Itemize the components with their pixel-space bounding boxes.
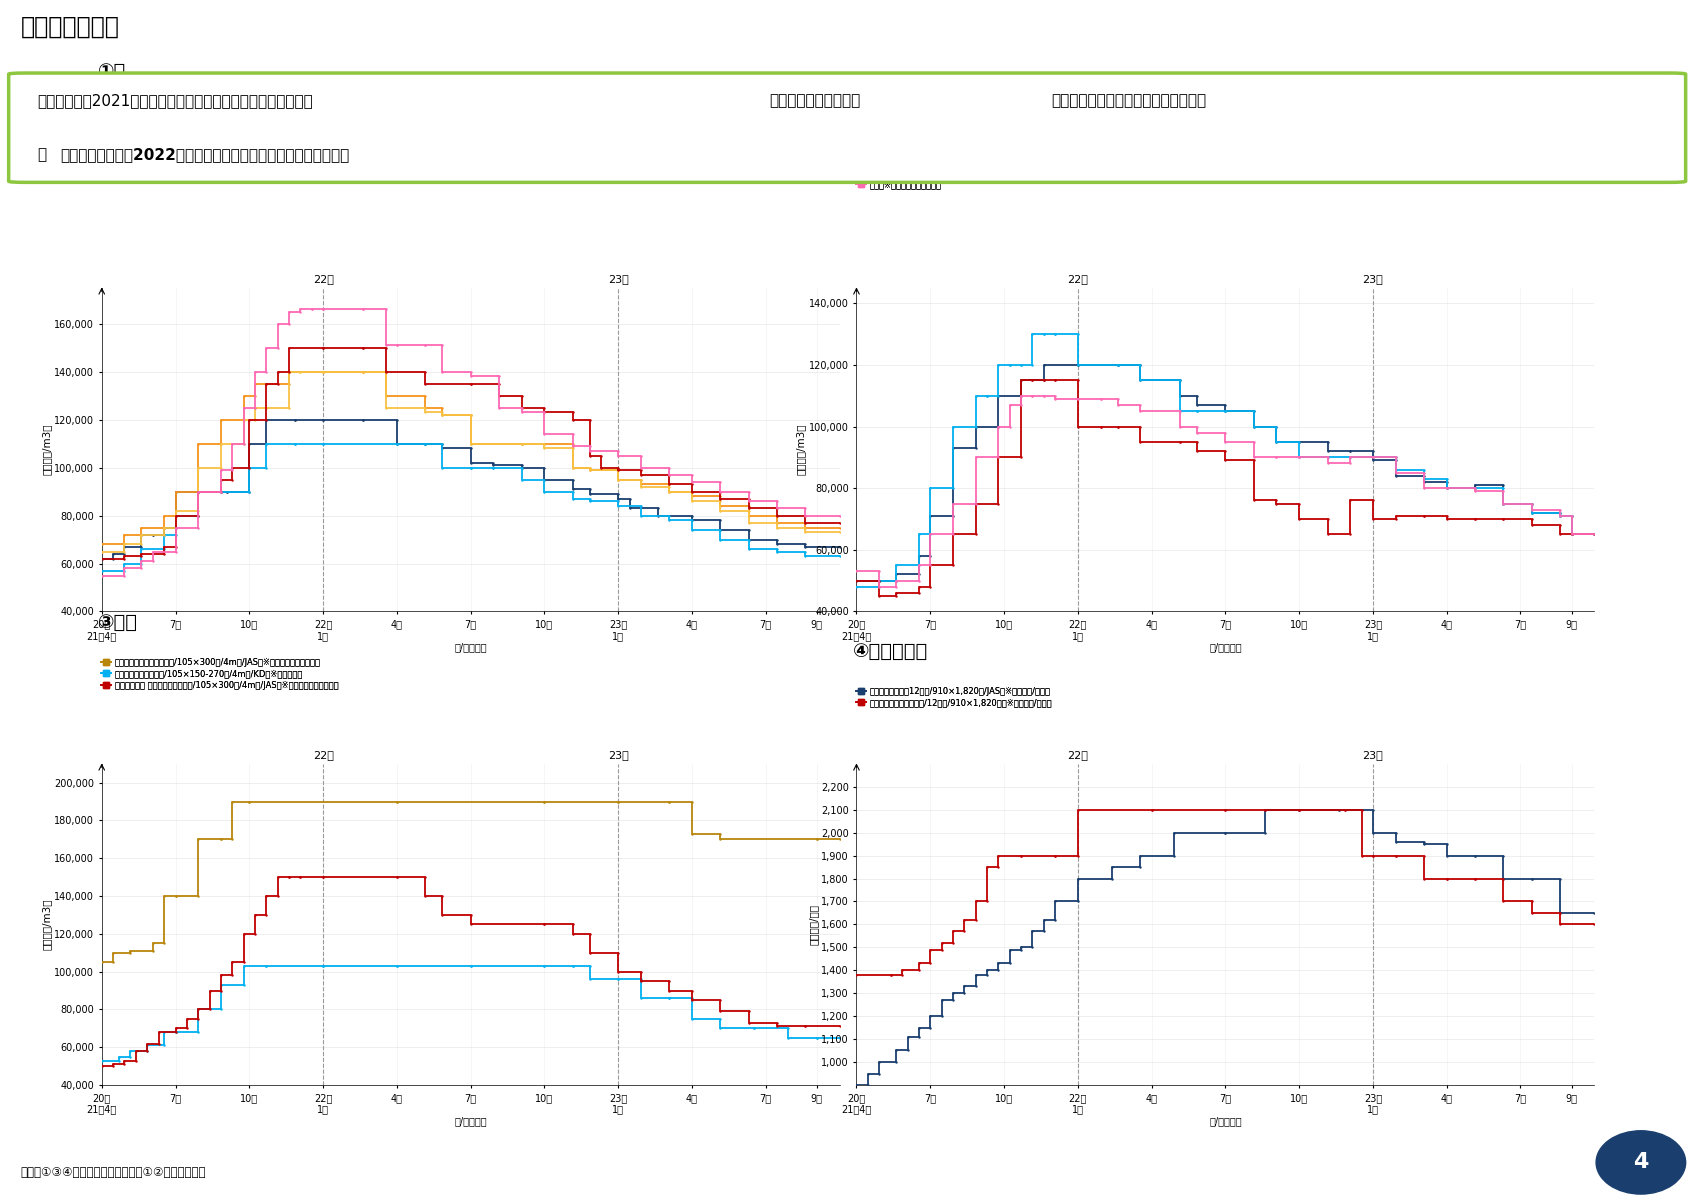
Text: ④構造用合板: ④構造用合板 (853, 641, 928, 661)
Text: 4: 4 (1633, 1152, 1649, 1173)
Y-axis label: 価格（円/枚）: 価格（円/枚） (809, 904, 817, 945)
Text: （２）製品価格: （２）製品価格 (20, 14, 119, 38)
Text: 輸入材製品価格が高騰: 輸入材製品価格が高騰 (768, 94, 860, 108)
Text: 23年: 23年 (1362, 749, 1384, 760)
Legend: スギ柱角（105㎜角/3m長/KD）※関東市売市場/置場渡し, 〃　　※関東プレカット工場着, ヒノキ柱角（105㎜角/3m長/KD）※関東市売市場/置場渡し,: スギ柱角（105㎜角/3m長/KD）※関東市売市場/置場渡し, 〃 ※関東プレカ… (98, 103, 288, 176)
Text: 23年: 23年 (607, 749, 629, 760)
Legend: 国産針葉樹合板（12㎜厚/910×1,820㎜/JAS）※関東市場/問屋着, 輸入合板（東南アジア産/12㎜厚/910×1,820㎜）※関東市場/問屋着: 国産針葉樹合板（12㎜厚/910×1,820㎜/JAS）※関東市場/問屋着, 輸… (853, 683, 1055, 711)
Circle shape (1596, 1131, 1686, 1194)
Y-axis label: 価格（円/m3）: 価格（円/m3） (41, 424, 51, 475)
Legend: 米マツ集成平角（国内生産/105×300㎜/4m長/JAS）※関東プレカット工場着, 米マツ平角（国内生産/105×150-270㎜/4m長/KD）※関東問屋着: 米マツ集成平角（国内生産/105×300㎜/4m長/JAS）※関東プレカット工場… (98, 655, 341, 693)
Text: 23年: 23年 (607, 273, 629, 284)
Y-axis label: 価格（円/m3）: 価格（円/m3） (795, 424, 806, 475)
X-axis label: 年/月（週）: 年/月（週） (455, 643, 487, 652)
X-axis label: 年/月（週）: 年/月（週） (1209, 1116, 1241, 1126)
Text: 22年: 22年 (312, 273, 334, 284)
Text: ①柱: ①柱 (98, 61, 126, 80)
Text: ②間柱: ②間柱 (853, 101, 892, 120)
Text: 資料：①③④木材建材ウイクリー、①②日刊木材新聞: 資料：①③④木材建材ウイクリー、①②日刊木材新聞 (20, 1167, 205, 1179)
Y-axis label: 価格（円/m3）: 価格（円/m3） (41, 899, 51, 950)
Text: 22年: 22年 (1067, 273, 1089, 284)
Text: 22年: 22年 (312, 749, 334, 760)
X-axis label: 年/月（週）: 年/月（週） (1209, 643, 1241, 652)
Text: 上昇。令和４年（2022年）以降も、以前に比べて高値圏で推移。: 上昇。令和４年（2022年）以降も、以前に比べて高値圏で推移。 (59, 147, 349, 162)
Text: 22年: 22年 (1067, 749, 1089, 760)
Text: 23年: 23年 (1362, 273, 1384, 284)
FancyBboxPatch shape (8, 73, 1686, 182)
Text: ③平角: ③平角 (98, 613, 137, 632)
Text: し、代替需要により国産材製品価格も: し、代替需要により国産材製品価格も (1052, 94, 1206, 108)
X-axis label: 年/月（週）: 年/月（週） (455, 1116, 487, 1126)
Legend: スギ間柱（27×105㎜/3m長/KD）※市売市場, 〃　　※関東プレカット工場着, ホワイトウッド 間柱（欧州産/27×105㎜/3m長/KD）※問屋卸し, : スギ間柱（27×105㎜/3m長/KD）※市売市場, 〃 ※関東プレカット工場着… (853, 143, 1050, 192)
Text: ・令和３年（2021年）は、世界的な木材需要の高まり等により: ・令和３年（2021年）は、世界的な木材需要の高まり等により (37, 94, 312, 108)
